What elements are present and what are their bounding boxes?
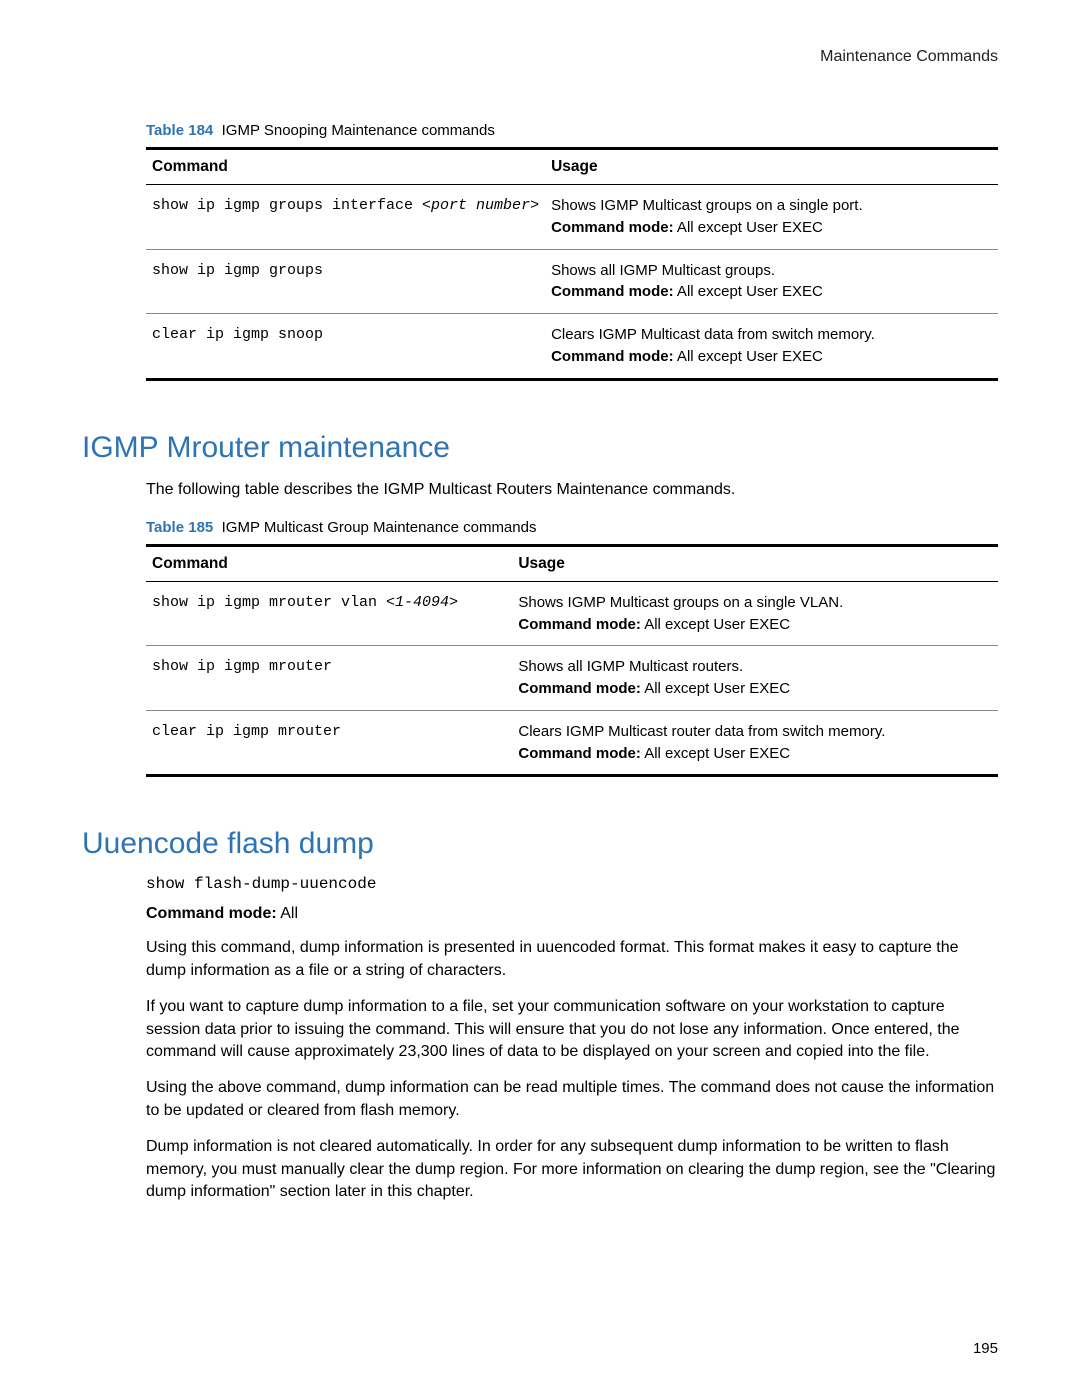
mode-value: All except User EXEC: [641, 680, 790, 697]
table185: Command Usage show ip igmp mrouter vlan …: [146, 544, 998, 778]
mode-label: Command mode:: [551, 219, 674, 236]
table-row: show ip igmp mrouter Shows all IGMP Mult…: [146, 646, 998, 711]
table-row: clear ip igmp mrouter Clears IGMP Multic…: [146, 710, 998, 776]
table-row: show ip igmp groups Shows all IGMP Multi…: [146, 249, 998, 314]
mode-value: All except User EXEC: [674, 348, 823, 365]
table-row: show ip igmp groups interface <port numb…: [146, 185, 998, 250]
uuencode-mode: Command mode: All: [146, 905, 998, 923]
usage-text: Clears IGMP Multicast router data from s…: [518, 721, 992, 743]
mode-label: Command mode:: [518, 616, 641, 633]
table-row: clear ip igmp snoop Clears IGMP Multicas…: [146, 314, 998, 380]
table185-th-command: Command: [146, 545, 512, 581]
table185-th-usage: Usage: [512, 545, 998, 581]
mode-label: Command mode:: [518, 745, 641, 762]
usage-text: Shows all IGMP Multicast routers.: [518, 656, 992, 678]
table185-caption-text: IGMP Multicast Group Maintenance command…: [222, 519, 537, 536]
cmd-text: show ip igmp mrouter: [152, 658, 332, 675]
page-number: 195: [973, 1340, 998, 1357]
uuencode-p3: Using the above command, dump informatio…: [146, 1077, 998, 1122]
mode-value: All except User EXEC: [641, 616, 790, 633]
uuencode-p2: If you want to capture dump information …: [146, 996, 998, 1063]
usage-text: Shows IGMP Multicast groups on a single …: [551, 195, 992, 217]
cmd-arg: <1-4094>: [386, 594, 458, 611]
cmd-text: show ip igmp groups: [152, 262, 323, 279]
mode-value: All except User EXEC: [641, 745, 790, 762]
usage-text: Clears IGMP Multicast data from switch m…: [551, 324, 992, 346]
uuencode-code: show flash-dump-uuencode: [146, 875, 998, 893]
table184-caption-text: IGMP Snooping Maintenance commands: [222, 122, 495, 139]
mode-value: All: [277, 905, 298, 922]
mode-label: Command mode:: [551, 283, 674, 300]
cmd-arg: <port number>: [422, 197, 539, 214]
page-header-right: Maintenance Commands: [82, 48, 998, 66]
heading-igmp-mrouter: IGMP Mrouter maintenance: [82, 431, 998, 465]
table-row: show ip igmp mrouter vlan <1-4094> Shows…: [146, 581, 998, 646]
cmd-text: show ip igmp groups interface: [152, 197, 422, 214]
mode-value: All except User EXEC: [674, 219, 823, 236]
table185-caption: Table 185 IGMP Multicast Group Maintenan…: [146, 519, 998, 536]
mode-label: Command mode:: [551, 348, 674, 365]
table184: Command Usage show ip igmp groups interf…: [146, 147, 998, 381]
table184-th-usage: Usage: [545, 149, 998, 185]
uuencode-p4: Dump information is not cleared automati…: [146, 1136, 998, 1203]
table184-caption: Table 184 IGMP Snooping Maintenance comm…: [146, 122, 998, 139]
cmd-text: clear ip igmp mrouter: [152, 723, 341, 740]
usage-text: Shows all IGMP Multicast groups.: [551, 260, 992, 282]
mode-value: All except User EXEC: [674, 283, 823, 300]
cmd-text: clear ip igmp snoop: [152, 326, 323, 343]
table185-label: Table 185: [146, 519, 213, 536]
usage-text: Shows IGMP Multicast groups on a single …: [518, 592, 992, 614]
mode-label: Command mode:: [146, 905, 277, 922]
uuencode-p1: Using this command, dump information is …: [146, 937, 998, 982]
heading-uuencode: Uuencode flash dump: [82, 827, 998, 861]
table184-label: Table 184: [146, 122, 213, 139]
mode-label: Command mode:: [518, 680, 641, 697]
table184-th-command: Command: [146, 149, 545, 185]
cmd-text: show ip igmp mrouter vlan: [152, 594, 386, 611]
mrouter-intro: The following table describes the IGMP M…: [146, 479, 998, 501]
